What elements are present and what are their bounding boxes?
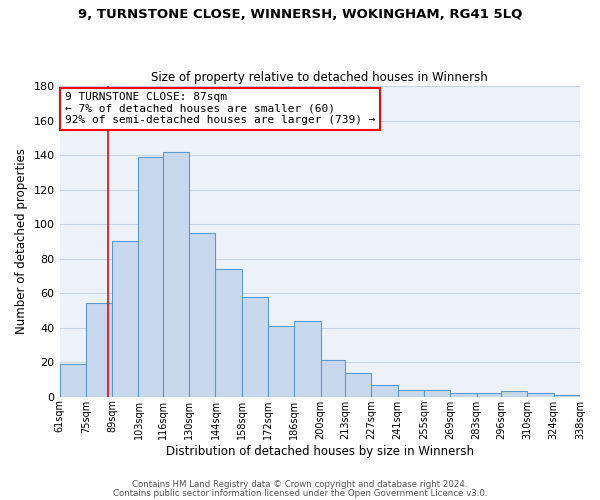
Bar: [476, 393, 501, 396]
X-axis label: Distribution of detached houses by size in Winnersh: Distribution of detached houses by size …: [166, 444, 474, 458]
Bar: [139, 157, 163, 396]
Text: 9, TURNSTONE CLOSE, WINNERSH, WOKINGHAM, RG41 5LQ: 9, TURNSTONE CLOSE, WINNERSH, WOKINGHAM,…: [78, 8, 522, 20]
Bar: [295, 320, 321, 396]
Bar: [424, 390, 451, 396]
Bar: [268, 326, 295, 396]
Y-axis label: Number of detached properties: Number of detached properties: [15, 148, 28, 334]
Bar: [451, 393, 476, 396]
Bar: [189, 232, 215, 396]
Bar: [527, 393, 554, 396]
Bar: [554, 395, 580, 396]
Bar: [112, 242, 139, 396]
Bar: [59, 364, 86, 396]
Bar: [215, 269, 242, 396]
Title: Size of property relative to detached houses in Winnersh: Size of property relative to detached ho…: [151, 70, 488, 84]
Bar: [345, 372, 371, 396]
Text: 9 TURNSTONE CLOSE: 87sqm
← 7% of detached houses are smaller (60)
92% of semi-de: 9 TURNSTONE CLOSE: 87sqm ← 7% of detache…: [65, 92, 375, 126]
Bar: [501, 392, 527, 396]
Text: Contains HM Land Registry data © Crown copyright and database right 2024.: Contains HM Land Registry data © Crown c…: [132, 480, 468, 489]
Bar: [86, 304, 112, 396]
Bar: [321, 360, 345, 396]
Bar: [398, 390, 424, 396]
Text: Contains public sector information licensed under the Open Government Licence v3: Contains public sector information licen…: [113, 488, 487, 498]
Bar: [163, 152, 189, 396]
Bar: [242, 296, 268, 396]
Bar: [371, 384, 398, 396]
